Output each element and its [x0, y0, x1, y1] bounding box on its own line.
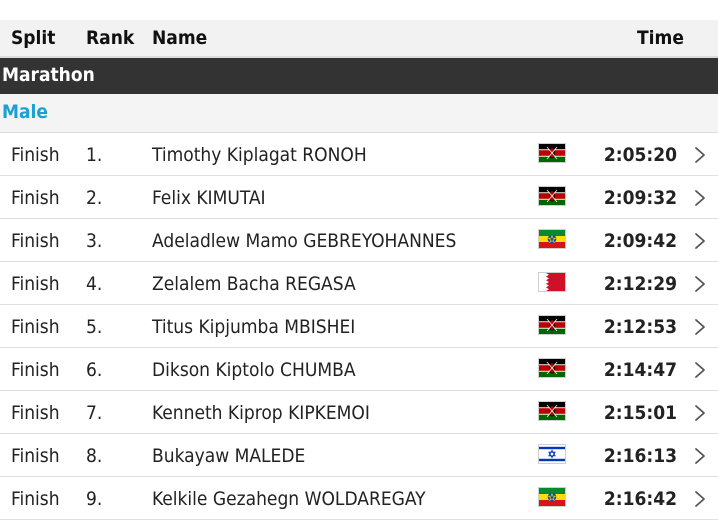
chevron-right-icon[interactable] — [694, 361, 706, 379]
athlete-name[interactable]: Kelkile Gezahegn WOLDAREGAY — [152, 488, 426, 510]
rank-cell: 3. — [86, 230, 103, 252]
rank-cell: 8. — [86, 445, 103, 467]
rank-cell: 5. — [86, 316, 103, 338]
ethiopia-flag-icon — [538, 487, 566, 507]
athlete-name[interactable]: Adeladlew Mamo GEBREYOHANNES — [152, 230, 457, 252]
time-cell: 2:09:42 — [603, 230, 677, 252]
chevron-right-icon[interactable] — [694, 404, 706, 422]
chevron-right-icon[interactable] — [694, 318, 706, 336]
kenya-flag-icon — [538, 186, 566, 206]
chevron-right-icon[interactable] — [694, 490, 706, 508]
time-cell: 2:14:47 — [603, 359, 677, 381]
rank-cell: 6. — [86, 359, 103, 381]
result-row[interactable]: Finish 2. Felix KIMUTAI 2:09:32 — [0, 176, 718, 219]
result-row[interactable]: Finish 5. Titus Kipjumba MBISHEI 2:12:53 — [0, 305, 718, 348]
result-row[interactable]: Finish 7. Kenneth Kiprop KIPKEMOI 2:15:0… — [0, 391, 718, 434]
split-cell: Finish — [11, 273, 60, 295]
time-cell: 2:15:01 — [603, 402, 677, 424]
athlete-name[interactable]: Timothy Kiplagat RONOH — [152, 144, 367, 166]
split-cell: Finish — [11, 359, 60, 381]
split-cell: Finish — [11, 230, 60, 252]
athlete-name[interactable]: Titus Kipjumba MBISHEI — [152, 316, 356, 338]
split-cell: Finish — [11, 488, 60, 510]
split-cell: Finish — [11, 445, 60, 467]
time-cell: 2:16:13 — [603, 445, 677, 467]
kenya-flag-icon — [538, 315, 566, 335]
kenya-flag-icon — [538, 358, 566, 378]
gender-group-header: Male — [0, 94, 718, 133]
result-row[interactable]: Finish 8. Bukayaw MALEDE 2:16:13 — [0, 434, 718, 477]
result-row[interactable]: Finish 1. Timothy Kiplagat RONOH 2:05:20 — [0, 133, 718, 176]
ethiopia-flag-icon — [538, 229, 566, 249]
athlete-name[interactable]: Zelalem Bacha REGASA — [152, 273, 356, 295]
time-cell: 2:09:32 — [603, 187, 677, 209]
gender-label: Male — [2, 101, 48, 123]
chevron-right-icon[interactable] — [694, 146, 706, 164]
kenya-flag-icon — [538, 143, 566, 163]
athlete-name[interactable]: Dikson Kiptolo CHUMBA — [152, 359, 356, 381]
time-cell: 2:05:20 — [603, 144, 677, 166]
athlete-name[interactable]: Felix KIMUTAI — [152, 187, 266, 209]
result-row[interactable]: Finish 4. Zelalem Bacha REGASA 2:12:29 — [0, 262, 718, 305]
chevron-right-icon[interactable] — [694, 189, 706, 207]
column-header-rank[interactable]: Rank — [86, 27, 135, 49]
rank-cell: 7. — [86, 402, 103, 424]
result-row[interactable]: Finish 6. Dikson Kiptolo CHUMBA 2:14:47 — [0, 348, 718, 391]
split-cell: Finish — [11, 187, 60, 209]
bahrain-flag-icon — [538, 272, 566, 292]
rank-cell: 2. — [86, 187, 103, 209]
table-header: Split Rank Name Time — [0, 20, 718, 58]
column-header-name[interactable]: Name — [152, 27, 208, 49]
result-row[interactable]: Finish 3. Adeladlew Mamo GEBREYOHANNES 2… — [0, 219, 718, 262]
kenya-flag-icon — [538, 401, 566, 421]
israel-flag-icon — [538, 444, 566, 464]
chevron-right-icon[interactable] — [694, 232, 706, 250]
event-section-header: Marathon — [0, 58, 718, 94]
athlete-name[interactable]: Bukayaw MALEDE — [152, 445, 306, 467]
time-cell: 2:12:53 — [603, 316, 677, 338]
event-title: Marathon — [2, 64, 95, 86]
top-spacer — [0, 0, 718, 20]
split-cell: Finish — [11, 144, 60, 166]
time-cell: 2:12:29 — [603, 273, 677, 295]
rank-cell: 9. — [86, 488, 103, 510]
result-row[interactable]: Finish 9. Kelkile Gezahegn WOLDAREGAY 2:… — [0, 477, 718, 520]
column-header-split[interactable]: Split — [11, 27, 56, 49]
split-cell: Finish — [11, 402, 60, 424]
athlete-name[interactable]: Kenneth Kiprop KIPKEMOI — [152, 402, 370, 424]
chevron-right-icon[interactable] — [694, 447, 706, 465]
chevron-right-icon[interactable] — [694, 275, 706, 293]
split-cell: Finish — [11, 316, 60, 338]
results-list: Finish 1. Timothy Kiplagat RONOH 2:05:20… — [0, 133, 718, 520]
column-header-time[interactable]: Time — [637, 27, 684, 49]
rank-cell: 4. — [86, 273, 103, 295]
time-cell: 2:16:42 — [603, 488, 677, 510]
rank-cell: 1. — [86, 144, 103, 166]
